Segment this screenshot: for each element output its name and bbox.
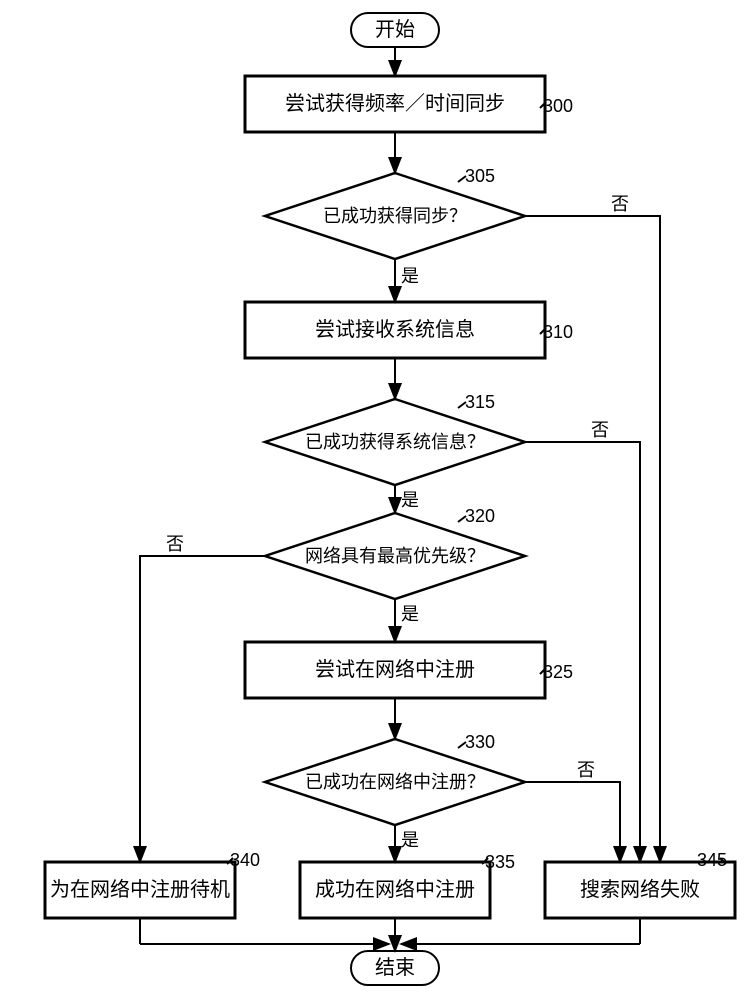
terminal-start-label: 开始: [375, 18, 415, 41]
terminal-end-label: 结束: [375, 956, 415, 979]
process-345-label: 搜索网络失败: [580, 878, 700, 901]
ref-340: 340: [230, 850, 260, 870]
ref-305: 305: [465, 166, 495, 186]
ref-315: 315: [465, 392, 495, 412]
conn-330-no: [525, 782, 620, 862]
process-340-label: 为在网络中注册待机: [50, 878, 230, 901]
process-310-label: 尝试接收系统信息: [315, 318, 475, 341]
label-330-yes: 是: [401, 830, 419, 850]
conn-320-no: [140, 556, 265, 862]
process-325-label: 尝试在网络中注册: [315, 658, 475, 681]
ref-330: 330: [465, 732, 495, 752]
decision-305-label: 已成功获得同步？: [323, 206, 467, 226]
label-305-no: 否: [611, 194, 629, 214]
label-330-no: 否: [577, 760, 595, 780]
decision-315-label: 已成功获得系统信息？: [305, 432, 485, 452]
label-315-yes: 是: [401, 490, 419, 510]
label-320-no: 否: [166, 534, 184, 554]
ref-325: 325: [543, 662, 573, 682]
ref-310: 310: [543, 322, 573, 342]
process-335-label: 成功在网络中注册: [315, 878, 475, 901]
label-315-no: 否: [591, 420, 609, 440]
label-320-yes: 是: [401, 604, 419, 624]
ref-300: 300: [543, 96, 573, 116]
ref-320: 320: [465, 506, 495, 526]
decision-320-label: 网络具有最高优先级？: [305, 546, 485, 566]
label-305-yes: 是: [401, 266, 419, 286]
ref-335: 335: [485, 852, 515, 872]
decision-330-label: 已成功在网络中注册？: [305, 772, 485, 792]
process-300-label: 尝试获得频率／时间同步: [285, 92, 505, 115]
